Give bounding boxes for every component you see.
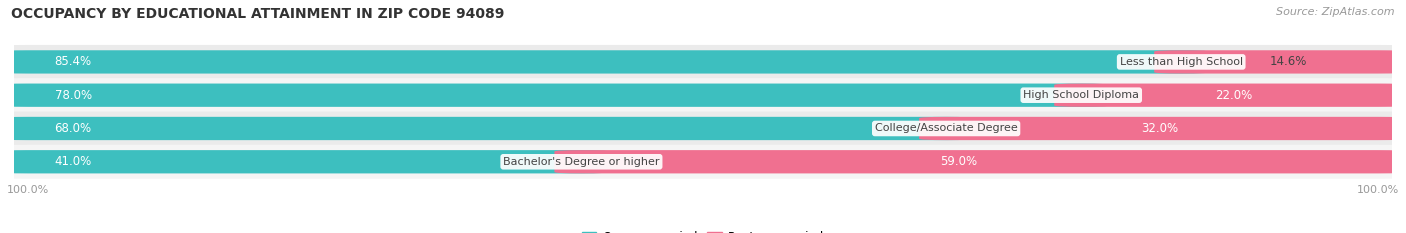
FancyBboxPatch shape: [920, 117, 1406, 140]
Text: Bachelor's Degree or higher: Bachelor's Degree or higher: [503, 157, 659, 167]
Text: 59.0%: 59.0%: [941, 155, 977, 168]
FancyBboxPatch shape: [1054, 84, 1406, 107]
Text: Less than High School: Less than High School: [1119, 57, 1243, 67]
FancyBboxPatch shape: [0, 78, 1406, 112]
FancyBboxPatch shape: [0, 84, 1108, 107]
Legend: Owner-occupied, Renter-occupied: Owner-occupied, Renter-occupied: [578, 226, 828, 233]
FancyBboxPatch shape: [1154, 50, 1406, 74]
Text: College/Associate Degree: College/Associate Degree: [875, 123, 1018, 134]
FancyBboxPatch shape: [0, 50, 1208, 74]
Text: 41.0%: 41.0%: [55, 155, 91, 168]
Text: 78.0%: 78.0%: [55, 89, 91, 102]
Text: OCCUPANCY BY EDUCATIONAL ATTAINMENT IN ZIP CODE 94089: OCCUPANCY BY EDUCATIONAL ATTAINMENT IN Z…: [11, 7, 505, 21]
Text: High School Diploma: High School Diploma: [1024, 90, 1139, 100]
Text: 68.0%: 68.0%: [55, 122, 91, 135]
FancyBboxPatch shape: [0, 117, 973, 140]
FancyBboxPatch shape: [0, 145, 1406, 179]
Text: 32.0%: 32.0%: [1140, 122, 1178, 135]
FancyBboxPatch shape: [0, 45, 1406, 79]
Text: 14.6%: 14.6%: [1270, 55, 1308, 69]
FancyBboxPatch shape: [0, 112, 1406, 145]
Text: Source: ZipAtlas.com: Source: ZipAtlas.com: [1277, 7, 1395, 17]
Text: 22.0%: 22.0%: [1215, 89, 1253, 102]
FancyBboxPatch shape: [0, 150, 609, 173]
FancyBboxPatch shape: [554, 150, 1406, 173]
Text: 85.4%: 85.4%: [55, 55, 91, 69]
